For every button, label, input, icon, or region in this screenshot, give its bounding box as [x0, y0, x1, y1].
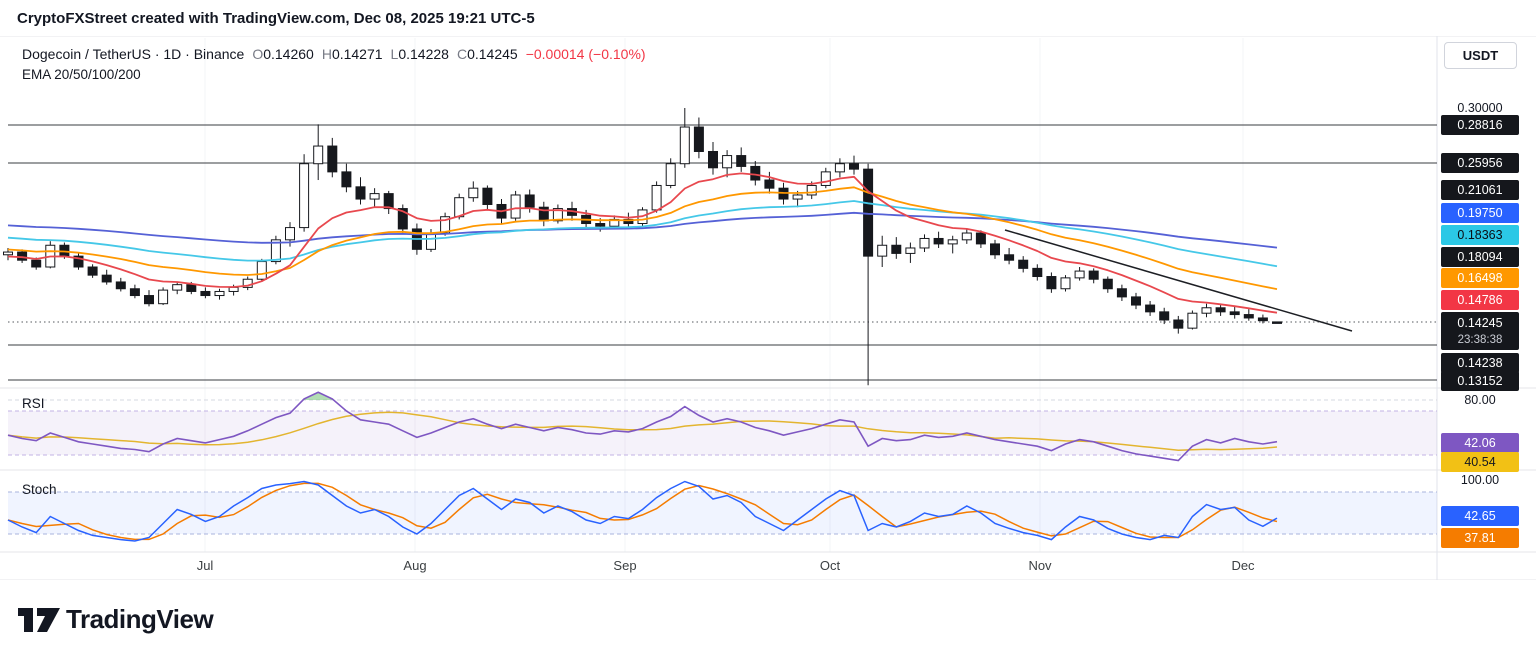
tradingview-logo-icon[interactable]: [16, 600, 62, 640]
price-axis-label: 0.14786: [1441, 290, 1519, 310]
change-value: −0.00014 (−0.10%): [526, 46, 646, 62]
ema-indicator-title[interactable]: EMA 20/50/100/200: [22, 67, 646, 82]
price-axis-label: 0.21061: [1441, 180, 1519, 200]
rsi-axis-label: 80.00: [1441, 390, 1519, 410]
rsi-pane-title[interactable]: RSI: [22, 396, 45, 411]
ohlc-key: O: [252, 46, 263, 62]
ohlc-value: 0.14271: [332, 46, 383, 62]
price-axis-label: 0.25956: [1441, 153, 1519, 173]
time-axis-label: Sep: [613, 558, 636, 573]
ohlc-key: C: [457, 46, 467, 62]
time-axis-label: Nov: [1028, 558, 1051, 573]
rsi-axis-label: 40.54: [1441, 452, 1519, 472]
stoch-axis-label: 100.00: [1441, 470, 1519, 490]
time-axis-label: Oct: [820, 558, 840, 573]
price-axis-label: 0.16498: [1441, 268, 1519, 288]
time-axis-label: Dec: [1231, 558, 1254, 573]
ohlc-key: H: [322, 46, 332, 62]
price-axis-label: 0.1424523:38:38: [1441, 312, 1519, 350]
attribution-text: CryptoFXStreet created with TradingView.…: [17, 10, 535, 27]
tradingview-brand-text[interactable]: TradingView: [66, 604, 213, 635]
time-axis-label: Jul: [197, 558, 214, 573]
ohlc-value: 0.14228: [398, 46, 449, 62]
ohlc-value: 0.14245: [467, 46, 518, 62]
countdown-timer: 23:38:38: [1441, 332, 1519, 348]
stoch-axis-label: 37.81: [1441, 528, 1519, 548]
stoch-pane-title[interactable]: Stoch: [22, 482, 57, 497]
price-axis-label: 0.19750: [1441, 203, 1519, 223]
symbol-title[interactable]: Dogecoin / TetherUS · 1D · Binance: [22, 46, 244, 62]
price-axis-label: 0.14238: [1441, 353, 1519, 373]
price-axis-label: 0.18363: [1441, 225, 1519, 245]
chart-canvas[interactable]: [0, 0, 1536, 662]
tradingview-chart-page: CryptoFXStreet created with TradingView.…: [0, 0, 1536, 662]
price-axis-label: 0.28816: [1441, 115, 1519, 135]
stoch-axis-label: 42.65: [1441, 506, 1519, 526]
price-axis-label: 0.18094: [1441, 247, 1519, 267]
ohlc-value: 0.14260: [263, 46, 314, 62]
attribution-bar: CryptoFXStreet created with TradingView.…: [0, 0, 1536, 36]
ohlc-values: O0.14260H0.14271L0.14228C0.14245: [244, 46, 517, 62]
price-axis-label: 0.13152: [1441, 371, 1519, 391]
footer: TradingView: [0, 580, 1536, 662]
currency-toggle-button[interactable]: USDT: [1444, 42, 1517, 69]
rsi-axis-label: 42.06: [1441, 433, 1519, 453]
chart-legend: Dogecoin / TetherUS · 1D · BinanceO0.142…: [22, 46, 646, 82]
time-axis-label: Aug: [403, 558, 426, 573]
symbol-row[interactable]: Dogecoin / TetherUS · 1D · BinanceO0.142…: [22, 46, 646, 62]
